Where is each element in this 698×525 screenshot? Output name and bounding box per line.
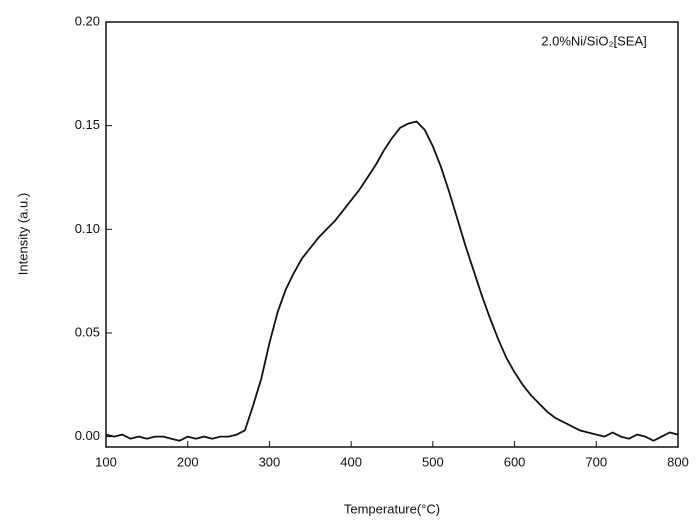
y-axis-label: Intensity (a.u.)	[15, 193, 30, 275]
y-tick-label: 0.10	[75, 221, 100, 236]
x-tick-label: 600	[504, 454, 526, 469]
x-tick-label: 500	[422, 454, 444, 469]
y-tick-label: 0.00	[75, 428, 100, 443]
y-tick-label: 0.20	[75, 13, 100, 28]
plot-frame	[105, 21, 679, 448]
x-tick-label: 800	[667, 454, 689, 469]
y-tick-label: 0.15	[75, 117, 100, 132]
x-tick-label: 100	[95, 454, 117, 469]
x-tick-label: 200	[177, 454, 199, 469]
y-tick-label: 0.05	[75, 324, 100, 339]
annotation: 2.0%Ni/SiO₂[SEA]	[541, 33, 646, 48]
x-tick-label: 300	[259, 454, 281, 469]
data-line	[105, 120, 679, 442]
x-tick-label: 400	[340, 454, 362, 469]
x-tick-label: 700	[585, 454, 607, 469]
x-axis-label: Temperature(°C)	[344, 501, 440, 516]
